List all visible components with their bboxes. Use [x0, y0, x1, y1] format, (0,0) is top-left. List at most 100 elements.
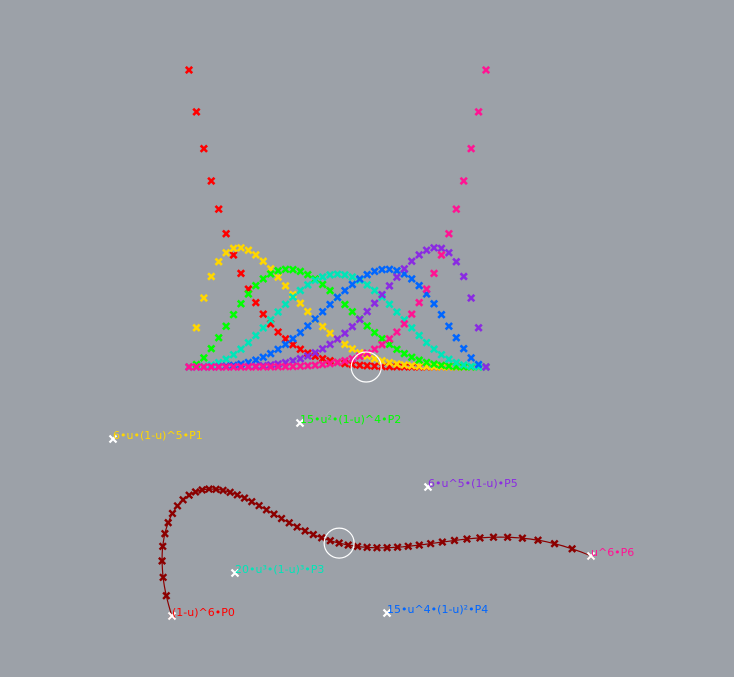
basis-sample-point: [333, 270, 342, 279]
basis-sample-point: [444, 248, 453, 257]
curve-sample-point: [301, 526, 310, 535]
basis-sample-point: [296, 345, 305, 354]
basis-sample-point: [429, 345, 439, 354]
curve-sample-point: [550, 539, 559, 548]
basis-sample-point: [363, 270, 372, 279]
basis-sample-point: [467, 293, 476, 303]
basis-sample-point: [236, 345, 246, 354]
basis-sample-point: [296, 354, 305, 363]
basis-sample-point: [303, 280, 312, 290]
basis-sample-point: [392, 345, 402, 354]
basis-sample-point: [273, 327, 283, 337]
current-u-marker: [350, 351, 382, 383]
basis-sample-point: [348, 280, 357, 289]
basis-sample-point: [370, 345, 379, 354]
basis-sample-point: [288, 265, 298, 274]
basis-sample-point: [348, 272, 357, 282]
basis-sample-point: [452, 257, 461, 266]
basis-sample-point: [348, 322, 357, 331]
curve-sample-point: [415, 541, 424, 550]
basis-sample-point: [363, 349, 372, 358]
basis-sample-point: [377, 265, 387, 274]
curve-sample-point: [372, 543, 382, 552]
basis-sample-point: [325, 286, 335, 295]
basis-sample-point: [192, 323, 201, 332]
basis-sample-point: [474, 360, 483, 369]
curve-sample-point: [247, 497, 256, 506]
control-point-cross-icon[interactable]: [382, 608, 392, 618]
control-point-cross-icon[interactable]: [295, 418, 305, 428]
curve-sample-point: [475, 533, 485, 542]
curve-sample-point: [335, 539, 344, 548]
control-point-p6[interactable]: u^6•P6: [586, 546, 635, 561]
basis-sample-point: [400, 264, 409, 273]
basis-sample-point: [429, 360, 439, 369]
curve-sample-point: [426, 539, 435, 548]
control-point-p0[interactable]: (1-u)^6•P0: [167, 606, 235, 621]
basis-sample-point: [429, 243, 439, 252]
basis-sample-point: [377, 356, 387, 366]
control-point-cross-icon[interactable]: [423, 482, 433, 492]
basis-sample-point: [377, 290, 387, 299]
curve-sample-point: [198, 485, 207, 495]
basis-sample-point: [318, 360, 327, 369]
basis-sample-point: [236, 362, 246, 372]
basis-sample-point: [415, 250, 424, 260]
basis-sample-point: [273, 307, 283, 317]
basis-sample-point: [236, 243, 246, 252]
basis-sample-point: [214, 257, 223, 266]
basis-sample-point: [385, 300, 394, 309]
basis-sample-point: [214, 333, 223, 342]
control-point-p2[interactable]: 15•u²•(1-u)^4•P2: [295, 413, 402, 428]
curve-sample-point: [233, 490, 242, 499]
control-point-p5[interactable]: 6•u^5•(1-u)•P5: [423, 477, 518, 492]
basis-sample-point: [266, 269, 275, 279]
basis-sample-point: [407, 361, 416, 370]
basis-sample-point: [481, 65, 491, 75]
basis-sample-point: [244, 246, 253, 255]
basis-sample-point: [273, 345, 283, 354]
basis-sample-point: [318, 272, 327, 282]
basis-sample-point: [288, 290, 298, 299]
curve-sample-point: [164, 518, 173, 527]
curve-sample-point: [383, 543, 392, 552]
curve-sample-point: [226, 488, 235, 497]
control-point-cross-icon[interactable]: [108, 434, 118, 444]
basis-sample-point: [467, 362, 476, 371]
basis-sample-point: [481, 362, 491, 372]
basis-sample-point: [303, 351, 312, 361]
basis-sample-point: [467, 353, 476, 363]
curve-sample-point: [204, 485, 214, 494]
basis-sample-point: [459, 272, 468, 281]
control-point-label-p4: 15•u^4•(1-u)²•P4: [387, 603, 488, 616]
basis-sample-point: [452, 333, 461, 342]
basis-sample-point: [333, 293, 342, 302]
basis-sample-point: [303, 361, 312, 370]
basis-sample-point: [325, 329, 335, 338]
control-point-label-p3: 20•u³•(1-u)³•P3: [235, 563, 324, 576]
basis-sample-point: [340, 329, 350, 338]
control-point-cross-icon[interactable]: [167, 611, 177, 621]
basis-sample-point: [192, 362, 201, 372]
basis-sample-point: [333, 358, 342, 367]
control-point-p4[interactable]: 15•u^4•(1-u)²•P4: [382, 603, 489, 618]
curve-sample-point: [173, 501, 182, 510]
curve-sample-point: [518, 534, 527, 543]
basis-sample-point: [266, 349, 275, 358]
basis-sample-point: [377, 292, 387, 302]
basis-sample-point: [311, 276, 320, 285]
control-point-p3[interactable]: 20•u³•(1-u)³•P3: [230, 563, 325, 578]
control-point-cross-icon[interactable]: [586, 551, 596, 561]
basis-sample-point: [340, 340, 350, 349]
curve-sample-point: [160, 529, 169, 538]
control-point-cross-icon[interactable]: [230, 568, 240, 578]
basis-sample-point: [340, 270, 350, 280]
basis-sample-point: [303, 321, 312, 331]
current-point-marker: [323, 527, 355, 559]
basis-sample-point: [348, 344, 357, 354]
basis-sample-point: [244, 338, 253, 347]
control-point-p1[interactable]: 6•u•(1-u)^5•P1: [108, 429, 203, 444]
curve-sample-point: [404, 542, 413, 551]
basis-sample-point: [348, 307, 357, 316]
curve-sample-point: [168, 509, 177, 518]
